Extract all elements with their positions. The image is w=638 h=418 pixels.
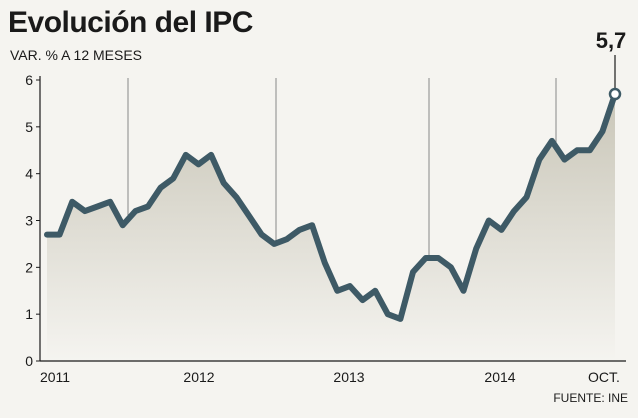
y-tick-label: 1 <box>25 306 33 322</box>
y-axis-ticks: 0 1 2 3 4 5 6 <box>25 72 40 369</box>
x-tick-label: 2013 <box>333 369 364 385</box>
x-tick-label: OCT. <box>588 369 620 385</box>
y-tick-label: 3 <box>25 213 33 229</box>
x-axis-labels: 2011 2012 2013 2014 OCT. <box>40 369 620 385</box>
last-value-label: 5,7 <box>596 28 627 53</box>
y-tick-label: 2 <box>25 259 33 275</box>
y-tick-label: 0 <box>25 353 33 369</box>
chart-title: Evolución del IPC <box>8 6 253 39</box>
axes <box>39 76 626 362</box>
y-tick-label: 5 <box>25 119 33 135</box>
chart-subtitle: VAR. % A 12 MESES <box>10 47 143 63</box>
series-line-ipc <box>44 91 618 322</box>
y-tick-label: 4 <box>25 166 33 182</box>
x-tick-label: 2012 <box>183 369 214 385</box>
y-tick-label: 6 <box>25 72 33 88</box>
x-tick-label: 2014 <box>484 369 515 385</box>
x-tick-label: 2011 <box>40 369 70 385</box>
last-value-marker <box>608 87 622 101</box>
area-fill <box>47 94 615 361</box>
source-note: FUENTE: INE <box>553 391 628 405</box>
